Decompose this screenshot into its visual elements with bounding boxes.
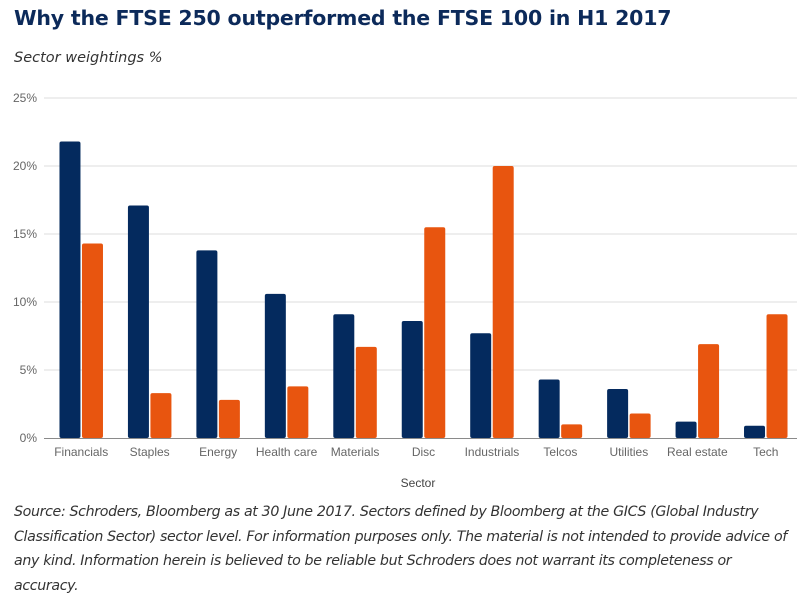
bar-ftse-250-telcos: [561, 424, 583, 438]
x-tick-label: Health care: [256, 445, 318, 459]
x-tick-label: Real estate: [667, 445, 728, 459]
chart-title: Why the FTSE 250 outperformed the FTSE 1…: [14, 6, 672, 30]
bar-ftse-100-disc: [401, 321, 423, 438]
bar-ftse-250-health-care: [287, 386, 309, 438]
bar-ftse-100-financials: [59, 141, 81, 438]
bar-ftse-100-health-care: [264, 293, 286, 438]
x-tick-label: Telcos: [543, 445, 577, 459]
y-tick-label: 0%: [20, 431, 38, 445]
x-tick-label: Financials: [54, 445, 108, 459]
y-tick-label: 10%: [13, 295, 37, 309]
y-tick-label: 25%: [13, 91, 37, 105]
y-tick-label: 15%: [13, 227, 37, 241]
bar-ftse-250-utilities: [629, 413, 651, 438]
bar-ftse-250-financials: [81, 243, 103, 438]
bar-ftse-100-real-estate: [675, 421, 697, 438]
bar-chart: 0% 5% 10% 15% 20% 25% Financials Staples Energy…: [13, 91, 797, 490]
bar-ftse-100-tech: [744, 425, 766, 438]
x-tick-label: Tech: [753, 445, 778, 459]
y-axis-ticks: 0% 5% 10% 15% 20% 25%: [13, 91, 37, 445]
bar-ftse-250-disc: [424, 227, 446, 438]
bar-ftse-250-energy: [218, 399, 240, 438]
bar-ftse-100-staples: [127, 205, 149, 438]
bar-ftse-250-materials: [355, 346, 377, 438]
chart-subtitle: Sector weightings %: [14, 50, 163, 66]
gridlines: [44, 97, 797, 371]
bar-ftse-250-staples: [150, 393, 172, 438]
bar-ftse-250-tech: [766, 314, 788, 438]
bar-ftse-100-telcos: [538, 379, 560, 438]
bar-ftse-250-real-estate: [698, 344, 720, 438]
y-tick-label: 20%: [13, 159, 37, 173]
y-tick-label: 5%: [20, 363, 38, 377]
bars: [59, 141, 788, 438]
bar-ftse-100-utilities: [607, 389, 629, 438]
bar-ftse-100-industrials: [470, 333, 492, 438]
x-axis-ticks: Financials Staples Energy Health care Materi…: [54, 445, 778, 459]
x-axis-title: Sector: [401, 476, 436, 490]
x-tick-label: Materials: [331, 445, 380, 459]
bar-ftse-100-energy: [196, 250, 218, 438]
x-tick-label: Industrials: [465, 445, 520, 459]
bar-ftse-250-industrials: [492, 166, 514, 438]
x-tick-label: Energy: [199, 445, 237, 459]
x-tick-label: Disc: [412, 445, 435, 459]
x-tick-label: Utilities: [610, 445, 649, 459]
source-note: Source: Schroders, Bloomberg as at 30 Ju…: [14, 504, 787, 594]
bar-ftse-100-materials: [333, 314, 355, 438]
x-tick-label: Staples: [130, 445, 170, 459]
